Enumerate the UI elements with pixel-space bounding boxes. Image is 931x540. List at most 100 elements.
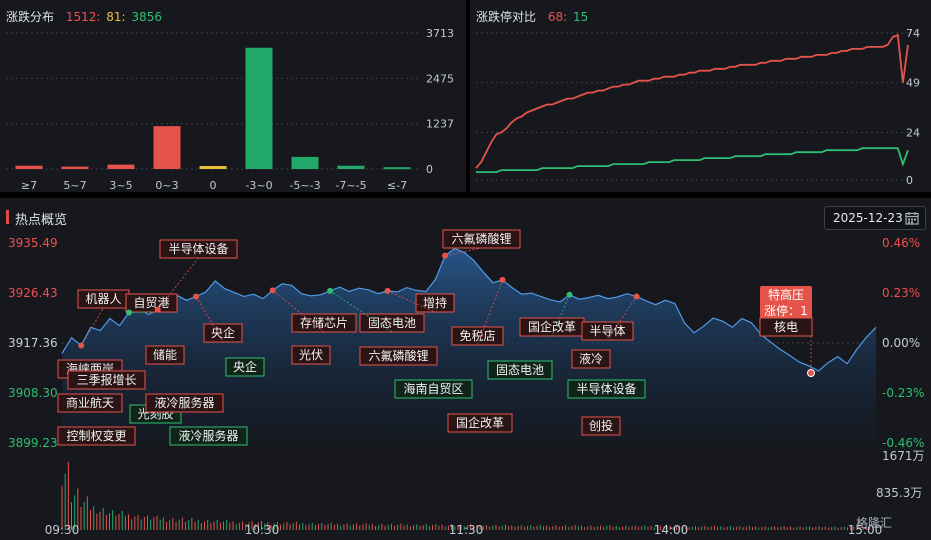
- left-tick-label: 3926.43: [8, 286, 58, 300]
- distribution-title: 涨跌分布: [6, 10, 55, 24]
- y-tick-label: 1237: [426, 118, 454, 131]
- bar: [383, 167, 411, 170]
- flat-count: 81: [106, 10, 122, 24]
- hot-tag-box: [125, 293, 178, 313]
- x-tick-label: 0: [210, 179, 217, 192]
- left-tick-label: 3908.30: [8, 386, 58, 400]
- bar: [337, 165, 365, 169]
- x-tick-label: -7~-5: [335, 179, 366, 192]
- hot-tag-box: [567, 379, 646, 399]
- hot-tag-box: [57, 393, 123, 413]
- hot-tag-label: 创投: [589, 418, 613, 433]
- ratio-title: 涨跌停对比: [476, 10, 537, 24]
- hot-tag-label: 液冷: [579, 351, 603, 366]
- date-picker[interactable]: 2025-12-23: [824, 206, 926, 230]
- left-tick-label: 3935.49: [8, 236, 58, 250]
- badge-subtitle: 涨停：1: [764, 303, 808, 318]
- time-tick-label: 14:00: [654, 523, 689, 537]
- hot-tag-label: 液冷服务器: [178, 428, 238, 443]
- distribution-header: 涨跌分布 1512: 81: 3856: [6, 8, 162, 25]
- right-tick-label: 0.23%: [882, 286, 920, 300]
- ratio-panel: 涨跌停对比 68: 15 74 49 24 0: [470, 0, 931, 192]
- date-value: 2025-12-23: [833, 211, 903, 225]
- event-leader: [329, 290, 393, 333]
- hot-tag-box: [359, 346, 438, 366]
- badge-box: [760, 286, 812, 320]
- badge-tag-label: 核电: [774, 320, 798, 334]
- left-tick-label: 3899.23: [8, 436, 58, 450]
- bar: [61, 166, 89, 169]
- badge-tag-box: [759, 317, 813, 337]
- hot-tag-label: 三季报增长: [76, 372, 136, 387]
- hot-tag-label: 存储芯片: [300, 315, 348, 330]
- x-tick-label: 0~3: [155, 179, 178, 192]
- hot-tag-label: 半导体: [589, 324, 625, 338]
- left-tick-label: 3917.36: [8, 336, 58, 350]
- hot-tag-label: 国企改革: [456, 415, 504, 430]
- hot-tag-label: 自贸港: [133, 296, 169, 310]
- hot-tag-label: 光伏: [299, 348, 323, 362]
- hot-tag-box: [359, 313, 425, 333]
- event-leader: [157, 257, 199, 310]
- hot-tag-label: 控制权变更: [66, 428, 126, 443]
- bar: [15, 165, 43, 169]
- hot-tag-label: 固态电池: [368, 316, 416, 330]
- hot-tag-box: [67, 370, 146, 390]
- right-tick-label: -0.46%: [882, 436, 924, 450]
- time-tick-label: 09:30: [45, 523, 80, 537]
- limit-up-line: [475, 33, 909, 169]
- event-dot: [154, 306, 161, 313]
- y-tick-label: 0: [906, 174, 913, 187]
- hot-tag-box: [291, 313, 357, 333]
- distribution-chart: 3713 2475 1237 0 ≥7 5~7 3~5 0~3 0 -3~0 -5~-3 -7~-5 ≤…: [6, 27, 454, 192]
- event-leader: [387, 290, 436, 313]
- hot-tag-box: [225, 357, 265, 377]
- event-dot: [499, 276, 506, 283]
- limit-up-count: 68: [547, 10, 564, 24]
- event-leader: [551, 294, 570, 337]
- hot-tag-label: 央企: [233, 359, 257, 374]
- distribution-panel: 涨跌分布 1512: 81: 3856 3713 2475 1237 0 ≥7 5~7 3~…: [0, 0, 466, 192]
- x-tick-label: 5~7: [63, 179, 86, 192]
- hot-tag-box: [291, 345, 331, 365]
- hot-tag-label: 机器人: [85, 292, 121, 306]
- ratio-sep: :: [563, 10, 568, 24]
- up-count: 1512: [65, 10, 97, 24]
- hot-tag-label: 储能: [153, 347, 177, 362]
- y-tick-label: 2475: [426, 72, 454, 85]
- event-leader: [195, 296, 224, 343]
- volume-tick-label: 1671万: [882, 449, 925, 463]
- x-tick-label: -5~-3: [289, 179, 320, 192]
- bar: [153, 126, 181, 169]
- event-leader: [272, 290, 325, 333]
- event-leader: [80, 307, 104, 346]
- y-tick-label: 3713: [426, 27, 454, 40]
- badge-dot: [807, 369, 815, 377]
- hot-tag-box: [145, 393, 224, 413]
- section-marker: [6, 210, 9, 224]
- hot-tag-label: 六氟磷酸锂: [368, 348, 428, 363]
- hot-tag-box: [169, 426, 248, 446]
- hot-tag-label: 海南自贸区: [403, 381, 463, 396]
- sep-1: :: [96, 10, 101, 24]
- limit-down-line: [476, 147, 909, 174]
- hot-tag-label: 商业航天: [66, 395, 114, 410]
- hot-title: 热点概览: [15, 213, 68, 228]
- event-leader: [607, 296, 637, 341]
- bar: [199, 166, 227, 169]
- hot-tag-label: 六氟磷酸锂: [451, 231, 511, 246]
- down-count: 3856: [131, 10, 162, 24]
- y-tick-label: 24: [906, 126, 920, 139]
- time-tick-label: 11:30: [449, 523, 484, 537]
- hot-tag-box: [57, 426, 136, 446]
- volume-tick-label: 835.3万: [876, 486, 922, 500]
- hot-tag-box: [394, 379, 473, 399]
- calendar-icon[interactable]: [905, 211, 919, 225]
- hot-tag-label: 增持: [423, 295, 447, 310]
- hot-tag-box: [571, 349, 611, 369]
- badge-title: 特高压: [768, 287, 804, 302]
- event-dot: [566, 291, 573, 298]
- hot-tag-box: [145, 345, 185, 365]
- right-tick-label: -0.23%: [882, 386, 924, 400]
- hot-tag-label: 液冷服务器: [154, 395, 214, 410]
